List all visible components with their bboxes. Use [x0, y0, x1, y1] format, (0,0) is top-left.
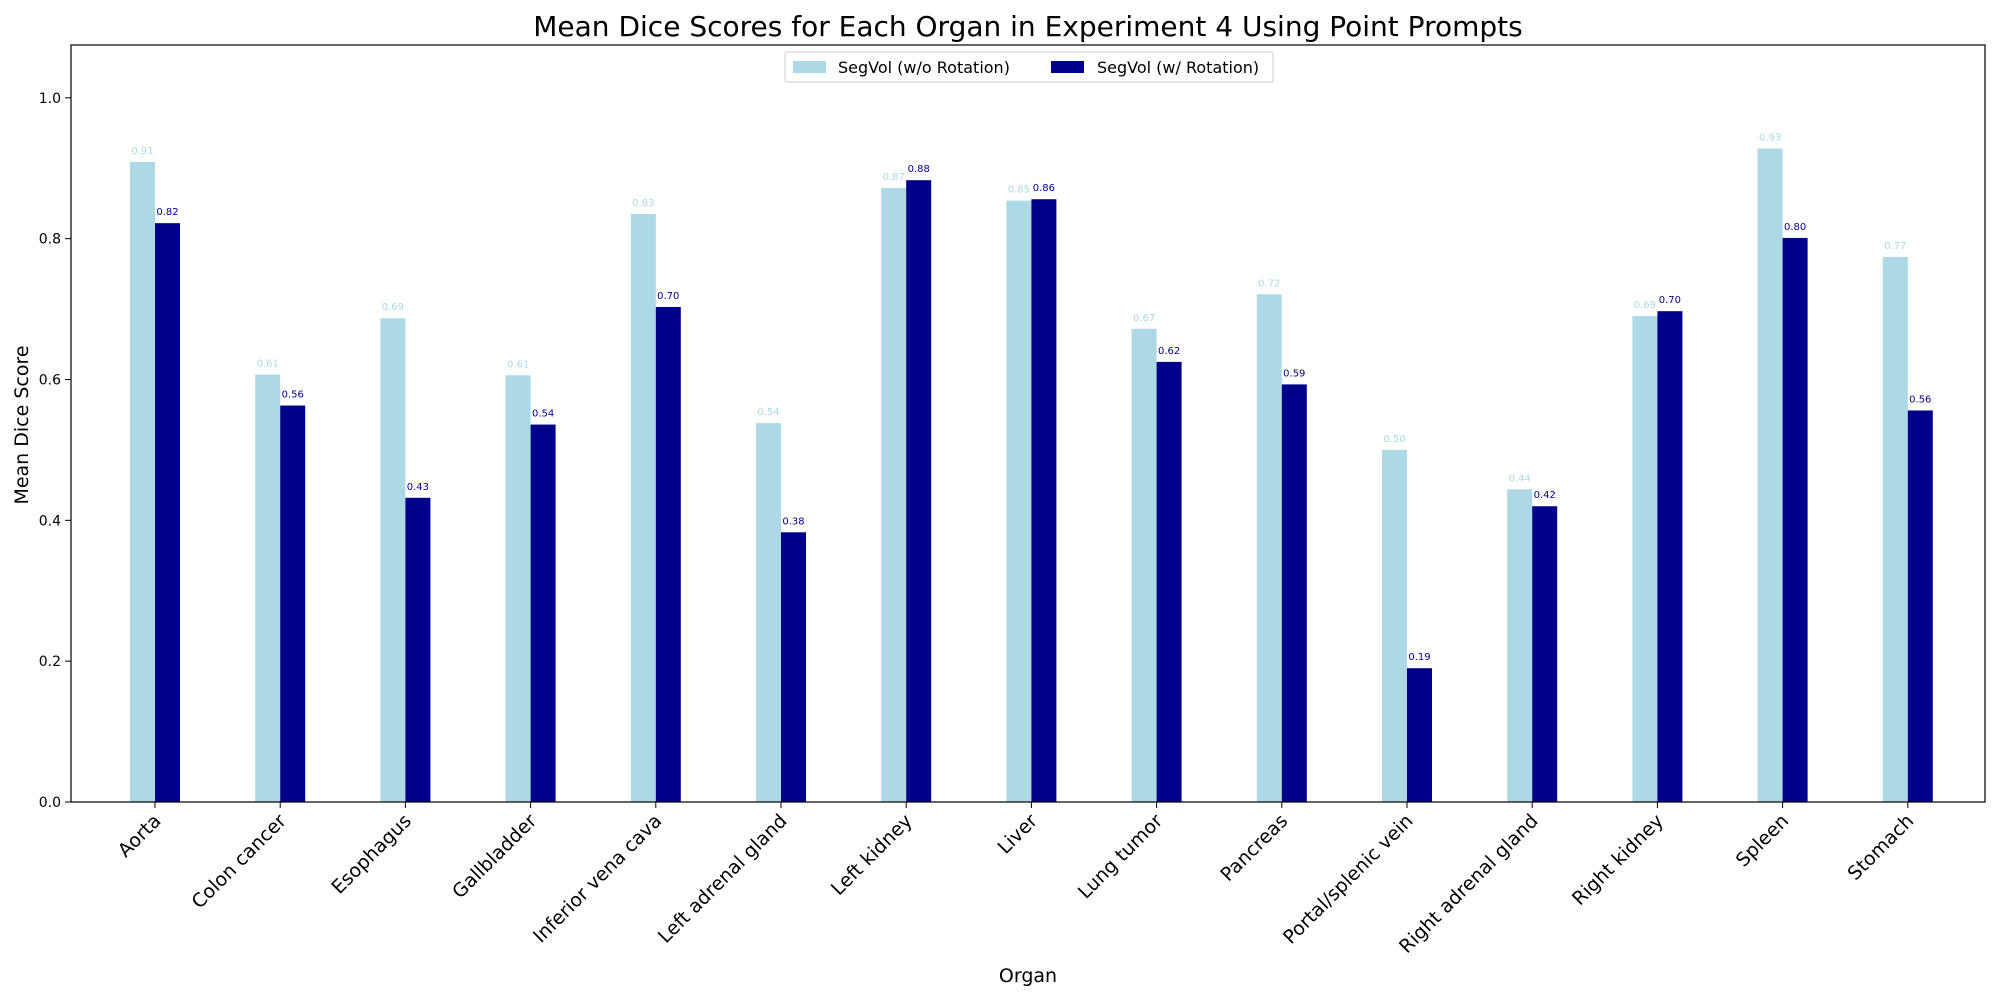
data-label-without-rotation: 0.72 — [1258, 278, 1280, 289]
x-tick-label: Pancreas — [1216, 810, 1292, 886]
x-tick-label: Gallbladder — [448, 810, 541, 903]
data-label-without-rotation: 0.61 — [507, 359, 529, 370]
x-tick-label: Stomach — [1844, 810, 1919, 885]
data-label-without-rotation: 0.83 — [632, 198, 654, 209]
x-tick-label: Inferior vena cava — [529, 810, 666, 947]
y-tick-label: 0.6 — [39, 372, 61, 388]
data-label-without-rotation: 0.67 — [1133, 313, 1155, 324]
data-label-with-rotation: 0.19 — [1408, 652, 1430, 663]
bar-without-rotation — [255, 374, 281, 802]
data-label-with-rotation: 0.43 — [407, 482, 429, 493]
data-label-with-rotation: 0.88 — [908, 164, 930, 175]
axes-frame — [70, 44, 1986, 803]
y-tick-label: 1.0 — [39, 91, 61, 107]
x-axis-label: Organ — [999, 965, 1057, 987]
bar-with-rotation — [1657, 311, 1683, 802]
bar-with-rotation — [530, 424, 556, 802]
data-label-with-rotation: 0.38 — [782, 516, 804, 527]
data-label-with-rotation: 0.86 — [1033, 183, 1055, 194]
legend-label-without-rotation: SegVol (w/o Rotation) — [838, 58, 1010, 77]
x-tick-label: Left kidney — [827, 810, 917, 900]
x-tick-label: Aorta — [114, 810, 166, 862]
bar-without-rotation — [1256, 294, 1282, 802]
data-label-with-rotation: 0.80 — [1784, 222, 1806, 233]
legend-frame — [784, 51, 1274, 83]
data-label-with-rotation: 0.70 — [1659, 295, 1681, 306]
bar-with-rotation — [1532, 506, 1558, 802]
bar-without-rotation — [1632, 316, 1658, 802]
bar-without-rotation — [1757, 148, 1783, 802]
bar-with-rotation — [1407, 668, 1432, 802]
data-label-with-rotation: 0.56 — [282, 390, 304, 401]
y-tick-label: 0.0 — [39, 795, 61, 811]
x-tick-label: Left adrenal gland — [654, 810, 792, 948]
bar-without-rotation — [130, 161, 155, 802]
bar-with-rotation — [1281, 384, 1307, 802]
data-label-without-rotation: 0.54 — [757, 407, 779, 418]
x-tick-label: Right adrenal gland — [1395, 810, 1543, 958]
bar-with-rotation — [781, 532, 806, 802]
plot-area: 0.0 0.2 0.4 0.6 0.8 1.0 0.91 0.82 Aorta 0.61 0.56 C… — [39, 44, 1986, 958]
bar-without-rotation — [380, 318, 406, 802]
x-tick-label: Portal/splenic vein — [1279, 810, 1418, 949]
bar-with-rotation — [1031, 199, 1057, 803]
bar-without-rotation — [1006, 200, 1032, 802]
y-axis-label: Mean Dice Score — [11, 345, 33, 504]
bar-without-rotation — [630, 214, 656, 803]
x-tick-label: Colon cancer — [188, 810, 291, 913]
data-label-with-rotation: 0.54 — [532, 409, 554, 420]
bar-without-rotation — [1131, 328, 1157, 802]
x-tick-label: Right kidney — [1568, 810, 1668, 910]
bar-without-rotation — [1382, 449, 1407, 802]
legend-label-with-rotation: SegVol (w/ Rotation) — [1097, 58, 1259, 77]
bar-with-rotation — [155, 223, 180, 803]
data-label-with-rotation: 0.62 — [1158, 346, 1180, 357]
data-label-without-rotation: 0.44 — [1509, 473, 1531, 484]
data-label-without-rotation: 0.69 — [382, 302, 404, 313]
data-label-with-rotation: 0.42 — [1534, 490, 1556, 501]
y-tick-label: 0.2 — [39, 654, 61, 670]
legend-swatch-without-rotation — [793, 61, 826, 73]
bar-with-rotation — [655, 306, 681, 802]
bar-with-rotation — [1782, 237, 1808, 803]
x-tick-label: Esophagus — [327, 810, 416, 899]
bar-without-rotation — [1882, 256, 1908, 803]
bar-without-rotation — [756, 423, 781, 802]
legend-swatch-with-rotation — [1051, 61, 1084, 73]
data-label-with-rotation: 0.82 — [156, 207, 178, 218]
data-label-without-rotation: 0.50 — [1383, 434, 1405, 445]
bar-with-rotation — [1156, 361, 1182, 802]
bar-with-rotation — [405, 497, 431, 802]
data-label-without-rotation: 0.85 — [1008, 185, 1030, 196]
y-tick-label: 0.4 — [39, 513, 61, 529]
chart-title: Mean Dice Scores for Each Organ in Exper… — [533, 10, 1522, 43]
bar-with-rotation — [1907, 410, 1933, 802]
bar-without-rotation — [505, 375, 531, 802]
legend: SegVol (w/o Rotation) SegVol (w/ Rotatio… — [784, 51, 1274, 83]
data-label-without-rotation: 0.87 — [883, 172, 905, 183]
data-label-without-rotation: 0.61 — [257, 359, 279, 370]
bar-with-rotation — [906, 180, 932, 802]
bar-without-rotation — [881, 187, 907, 802]
data-label-without-rotation: 0.69 — [1634, 300, 1656, 311]
data-label-with-rotation: 0.56 — [1909, 394, 1931, 405]
data-label-with-rotation: 0.70 — [657, 291, 679, 302]
data-label-without-rotation: 0.91 — [131, 146, 153, 157]
x-tick-label: Lung tumor — [1074, 810, 1167, 903]
data-label-without-rotation: 0.77 — [1884, 241, 1906, 252]
x-tick-label: Liver — [993, 810, 1042, 859]
data-label-with-rotation: 0.59 — [1283, 368, 1305, 379]
bar-without-rotation — [1507, 489, 1533, 802]
bar-with-rotation — [280, 405, 306, 802]
x-tick-label: Spleen — [1732, 810, 1793, 871]
y-tick-label: 0.8 — [39, 232, 61, 248]
data-label-without-rotation: 0.93 — [1759, 133, 1781, 144]
